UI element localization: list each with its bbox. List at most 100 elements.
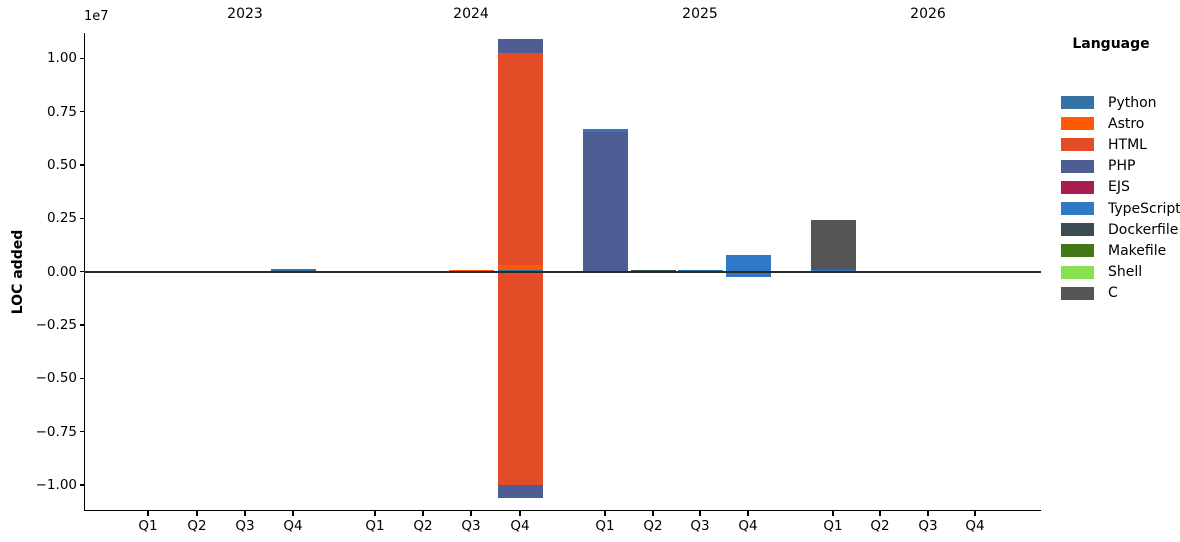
y-tick-mark <box>79 377 84 380</box>
year-label: 2026 <box>910 6 946 22</box>
x-tick-mark <box>470 511 472 516</box>
x-axis <box>84 510 1041 512</box>
y-tick-label: −0.75 <box>35 423 77 440</box>
legend-item-ejs: EJS <box>1061 177 1130 198</box>
bar-segment-html <box>497 271 543 486</box>
x-tick-mark <box>147 511 149 516</box>
x-tick-mark <box>519 511 521 516</box>
legend-label: Dockerfile <box>1108 221 1179 238</box>
y-tick-mark <box>79 484 84 486</box>
y-tick-mark <box>79 324 84 326</box>
x-tick-label: Q4 <box>510 518 530 534</box>
x-tick-label: Q2 <box>643 518 663 534</box>
x-tick-mark <box>244 511 246 516</box>
x-tick-mark <box>879 511 881 516</box>
year-label: 2024 <box>453 6 489 22</box>
x-tick-label: Q1 <box>823 518 843 534</box>
y-tick-mark <box>79 111 84 113</box>
y-tick-label: 0.00 <box>46 263 77 280</box>
y-tick-label: 0.25 <box>46 210 77 227</box>
legend-swatch-icon <box>1061 223 1094 237</box>
bar-segment-c <box>810 219 856 270</box>
bar-segment-typescript <box>810 269 856 272</box>
x-tick-label: Q3 <box>690 518 710 534</box>
bar-segment-html <box>497 53 543 265</box>
x-tick-label: Q1 <box>138 518 158 534</box>
legend-swatch-icon <box>1061 244 1094 258</box>
y-tick-label: 0.50 <box>46 157 77 173</box>
x-tick-label: Q4 <box>738 518 758 534</box>
year-label: 2023 <box>227 6 263 22</box>
x-tick-mark <box>422 511 424 516</box>
x-tick-label: Q4 <box>283 518 303 534</box>
legend-item-makefile: Makefile <box>1061 240 1166 261</box>
zero-line <box>84 270 1041 273</box>
year-label: 2025 <box>682 6 718 22</box>
legend-label: Python <box>1108 94 1157 111</box>
legend-swatch-icon <box>1061 159 1094 173</box>
x-tick-mark <box>652 511 654 516</box>
bar-segment-php <box>497 38 543 54</box>
legend-item-typescript: TypeScript <box>1061 198 1180 219</box>
y-tick-label: −0.25 <box>35 317 77 334</box>
legend-item-shell: Shell <box>1061 262 1142 283</box>
legend-label: Shell <box>1108 264 1143 281</box>
legend-item-c: C <box>1061 283 1118 304</box>
bar-segment-typescript <box>582 128 628 132</box>
bar-segment-python <box>270 269 316 272</box>
legend-label: Astro <box>1108 115 1145 132</box>
y-tick-mark <box>79 271 84 273</box>
legend-title: Language <box>1072 36 1150 52</box>
x-tick-label: Q1 <box>365 518 385 534</box>
legend-item-dockerfile: Dockerfile <box>1061 219 1178 240</box>
y-tick-label: −1.00 <box>35 477 77 494</box>
x-tick-label: Q3 <box>918 518 938 534</box>
y-axis-offset-label: 1e7 <box>84 9 109 24</box>
x-tick-label: Q3 <box>235 518 255 534</box>
legend-label: HTML <box>1108 136 1147 153</box>
legend-swatch-icon <box>1061 265 1094 279</box>
x-tick-label: Q3 <box>461 518 481 534</box>
x-tick-mark <box>196 511 198 516</box>
x-tick-mark <box>604 511 606 516</box>
legend-swatch-icon <box>1061 138 1094 152</box>
y-tick-label: −0.50 <box>35 370 77 387</box>
legend-swatch-icon <box>1061 286 1094 300</box>
x-tick-mark <box>747 511 749 516</box>
legend-swatch-icon <box>1061 202 1094 215</box>
legend-swatch-icon <box>1061 96 1094 109</box>
x-tick-label: Q2 <box>187 518 207 534</box>
x-tick-mark <box>699 511 701 516</box>
legend-item-python: Python <box>1061 92 1157 113</box>
x-tick-mark <box>974 511 976 516</box>
bar-segment-typescript <box>725 271 771 278</box>
legend-item-php: PHP <box>1061 156 1135 177</box>
x-tick-label: Q2 <box>870 518 890 534</box>
x-tick-mark <box>927 511 929 516</box>
y-tick-mark <box>79 431 84 433</box>
x-tick-label: Q4 <box>965 518 985 534</box>
x-tick-mark <box>832 511 834 516</box>
legend-label: TypeScript <box>1108 200 1180 217</box>
x-tick-mark <box>292 511 294 516</box>
bar-segment-typescript <box>725 255 771 272</box>
x-tick-label: Q2 <box>413 518 433 534</box>
legend-label: Makefile <box>1108 242 1167 259</box>
legend-label: C <box>1108 285 1118 302</box>
y-tick-label: 0.75 <box>46 103 77 120</box>
y-tick-mark <box>79 217 84 219</box>
y-tick-mark <box>79 57 84 59</box>
legend-item-html: HTML <box>1061 134 1147 155</box>
legend-label: EJS <box>1108 179 1130 196</box>
legend-item-astro: Astro <box>1061 113 1144 134</box>
x-tick-mark <box>374 511 376 516</box>
bar-segment-php <box>582 131 628 272</box>
y-tick-mark <box>79 164 84 166</box>
bar-segment-php <box>497 485 543 498</box>
bar-segment-astro <box>448 269 494 272</box>
bar-segment-astro <box>497 264 543 271</box>
legend-swatch-icon <box>1061 180 1094 194</box>
legend-swatch-icon <box>1061 117 1094 131</box>
y-tick-label: 1.00 <box>46 50 77 67</box>
